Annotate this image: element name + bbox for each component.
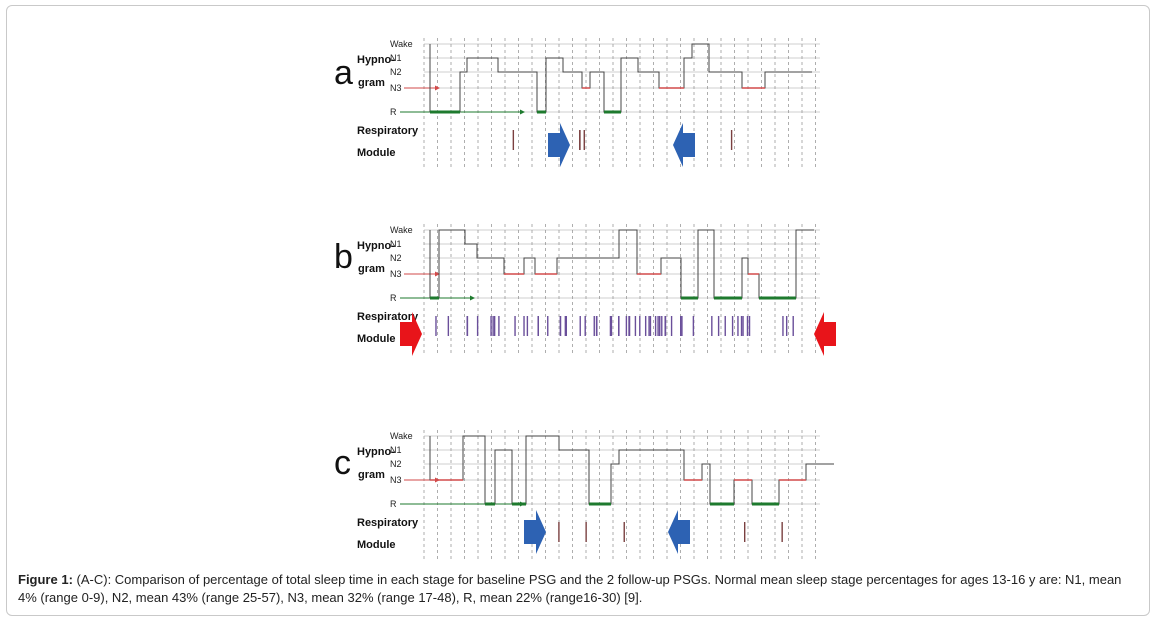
n3-pointer-head xyxy=(435,85,440,91)
panel-letter: a xyxy=(334,54,353,92)
block-arrow-left xyxy=(668,510,690,554)
stage-label-wake: Wake xyxy=(390,39,413,49)
stage-label-n2: N2 xyxy=(390,253,402,263)
panel-letter: c xyxy=(334,444,351,482)
block-arrow-left xyxy=(814,312,836,356)
n3-pointer-head xyxy=(435,271,440,277)
hypnogram-trace xyxy=(429,229,814,299)
stage-label-n2: N2 xyxy=(390,67,402,77)
hypnogram-label: gram xyxy=(358,77,385,89)
r-pointer-head xyxy=(470,295,475,301)
caption-text: (A-C): Comparison of percentage of total… xyxy=(18,572,1122,605)
stage-label-r: R xyxy=(390,293,397,303)
stage-label-wake: Wake xyxy=(390,225,413,235)
stage-label-n3: N3 xyxy=(390,83,402,93)
panel-letter: b xyxy=(334,238,353,276)
hypnogram-label: gram xyxy=(358,469,385,481)
caption-label: Figure 1: xyxy=(18,572,73,587)
stage-label-wake: Wake xyxy=(390,431,413,441)
hypnogram-trace xyxy=(429,435,834,505)
stage-label-n3: N3 xyxy=(390,269,402,279)
stage-label-r: R xyxy=(390,499,397,509)
respiratory-label: Module xyxy=(357,147,396,159)
panel-c: c Hypno-gram Respiratory Module Wake N1 N2 N3 R xyxy=(334,430,834,560)
respiratory-label: Module xyxy=(357,539,396,551)
block-arrow-right xyxy=(524,510,546,554)
block-arrow-right xyxy=(400,312,422,356)
panel-b: b Hypno-gram Respiratory Module Wake N1 N2 N3 R xyxy=(334,224,836,356)
hypnogram-label: Hypno- xyxy=(357,240,395,252)
stage-label-n1: N1 xyxy=(390,445,402,455)
respiratory-label: Respiratory xyxy=(357,517,419,529)
figure-frame xyxy=(6,5,1150,616)
stage-label-n1: N1 xyxy=(390,53,402,63)
block-arrow-left xyxy=(673,123,695,167)
hypnogram-trace xyxy=(429,43,812,113)
respiratory-label: Respiratory xyxy=(357,311,419,323)
stage-label-r: R xyxy=(390,107,397,117)
respiratory-label: Respiratory xyxy=(357,125,419,137)
stage-label-n1: N1 xyxy=(390,239,402,249)
figure-caption: Figure 1: (A-C): Comparison of percentag… xyxy=(18,571,1143,607)
stage-label-n2: N2 xyxy=(390,459,402,469)
panel-a: a Hypno-gram Respiratory Module Wake N1 N2 N3 R xyxy=(334,38,820,168)
stage-label-n3: N3 xyxy=(390,475,402,485)
respiratory-label: Module xyxy=(357,333,396,345)
hypnogram-label: Hypno- xyxy=(357,446,395,458)
r-pointer-head xyxy=(520,109,525,115)
block-arrow-right xyxy=(548,123,570,167)
hypnogram-label: gram xyxy=(358,263,385,275)
hypnogram-label: Hypno- xyxy=(357,54,395,66)
figure-image: a Hypno-gram Respiratory Module Wake N1 N2 N3 Rb… xyxy=(334,38,836,560)
